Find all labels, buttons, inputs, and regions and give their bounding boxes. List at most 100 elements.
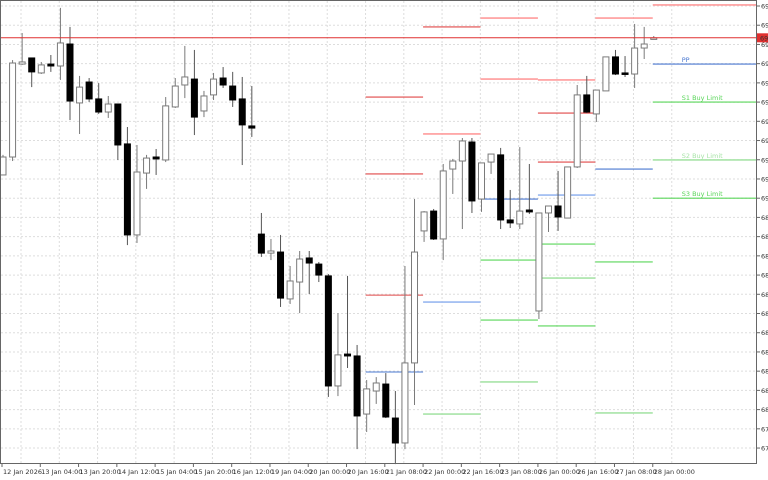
bull-candle xyxy=(535,212,543,319)
bull-candle xyxy=(640,26,648,60)
bull-candle xyxy=(0,154,7,176)
candle-body xyxy=(66,43,74,102)
candle-body xyxy=(458,140,466,162)
y-tick-label: 6934.30 xyxy=(761,137,768,145)
candle-body xyxy=(592,89,600,115)
bear-candle xyxy=(190,49,198,136)
candle-body xyxy=(47,63,55,67)
x-tick-label: 12 Jan 2026 xyxy=(3,468,42,476)
candle-body xyxy=(277,251,285,299)
bull-candle xyxy=(133,144,141,243)
bull-candle xyxy=(573,84,581,168)
current-price-badge-bg xyxy=(757,33,768,43)
candle-body xyxy=(248,125,256,129)
candle-body xyxy=(305,257,313,264)
x-tick-label: 14 Jan 12:00 xyxy=(118,468,159,476)
candle-body xyxy=(478,162,485,200)
candle-body xyxy=(219,77,227,86)
candle-body xyxy=(506,219,514,224)
y-tick-label: 6852.40 xyxy=(761,310,768,318)
bear-candle xyxy=(47,54,55,72)
candle-body xyxy=(535,212,543,312)
candle-body xyxy=(162,105,170,161)
y-tick-label: 6816.00 xyxy=(761,387,768,395)
bull-candle xyxy=(420,211,428,242)
candle-body xyxy=(564,166,572,219)
bull-candle xyxy=(334,313,342,397)
bear-candle xyxy=(229,71,237,107)
bear-candle xyxy=(583,75,591,114)
bull-candle xyxy=(76,75,84,134)
y-tick-label: 6788.70 xyxy=(761,445,768,453)
bull-candle xyxy=(363,380,371,432)
candle-body xyxy=(573,94,581,168)
bull-candle xyxy=(631,23,639,88)
bull-candle xyxy=(487,153,495,174)
y-tick-label: 6834.20 xyxy=(761,348,768,356)
bear-candle xyxy=(525,163,533,215)
x-tick-label: 23 Jan 08:00 xyxy=(501,468,542,476)
bear-candle xyxy=(152,148,160,175)
candles xyxy=(0,7,658,465)
bull-candle xyxy=(592,89,600,122)
bear-candle xyxy=(66,26,74,121)
candle-body xyxy=(18,61,26,65)
bull-candle xyxy=(296,250,304,314)
candle-body xyxy=(28,57,36,73)
candle-body xyxy=(449,160,457,170)
bull-candle xyxy=(478,162,485,212)
y-tick-label: 6907.00 xyxy=(761,195,768,203)
x-tick-label: 13 Jan 20:00 xyxy=(80,468,121,476)
y-tick-label: 6970.70 xyxy=(761,60,768,68)
candle-body xyxy=(286,280,294,300)
bear-candle xyxy=(382,373,390,419)
bull-candle xyxy=(372,377,380,404)
bear-candle xyxy=(219,67,227,88)
y-tick-label: 6861.50 xyxy=(761,291,768,299)
candle-body xyxy=(200,95,208,112)
candle-body xyxy=(76,86,84,104)
candle-body xyxy=(123,143,131,236)
candle-body xyxy=(430,210,438,240)
candle-body xyxy=(363,388,371,415)
x-tick-label: 15 Jan 20:00 xyxy=(194,468,235,476)
candle-body xyxy=(104,103,112,113)
bear-candle xyxy=(468,138,476,213)
x-tick-label: 13 Jan 04:00 xyxy=(41,468,82,476)
bear-candle xyxy=(621,56,629,77)
bull-candle xyxy=(37,61,45,75)
pivot-level-label: S1 Buy Limit xyxy=(682,94,723,102)
y-tick-label: 6979.80 xyxy=(761,41,768,49)
bear-candle xyxy=(114,103,122,160)
candle-body xyxy=(315,263,323,276)
bull-candle xyxy=(401,265,409,450)
candle-body xyxy=(152,156,160,160)
candle-body xyxy=(56,42,64,67)
x-tick-label: 28 Jan 00:00 xyxy=(654,468,695,476)
bull-candle xyxy=(18,33,26,65)
candle-body xyxy=(267,250,275,254)
candle-body xyxy=(621,72,629,75)
price-axis[interactable]: 6998.00 6988.90 6979.80 6970.70 6961.60 6952.… xyxy=(757,3,768,453)
candle-body xyxy=(411,251,419,364)
bear-candle xyxy=(315,261,323,283)
candle-body xyxy=(95,98,103,113)
bear-candle xyxy=(95,83,103,114)
candle-body xyxy=(229,85,237,101)
candle-body xyxy=(296,258,304,283)
y-tick-label: 6806.90 xyxy=(761,406,768,414)
candle-body xyxy=(602,56,610,92)
grid xyxy=(1,1,756,463)
bear-candle xyxy=(238,76,246,166)
bear-candle xyxy=(123,127,131,246)
x-tick-label: 22 Jan 16:00 xyxy=(462,468,503,476)
candle-body xyxy=(516,210,524,225)
bear-candle xyxy=(353,344,361,450)
candle-body xyxy=(372,382,380,392)
candle-body xyxy=(85,81,93,100)
bull-candle xyxy=(449,158,457,194)
bull-candle xyxy=(564,166,572,219)
candle-body xyxy=(181,76,189,86)
